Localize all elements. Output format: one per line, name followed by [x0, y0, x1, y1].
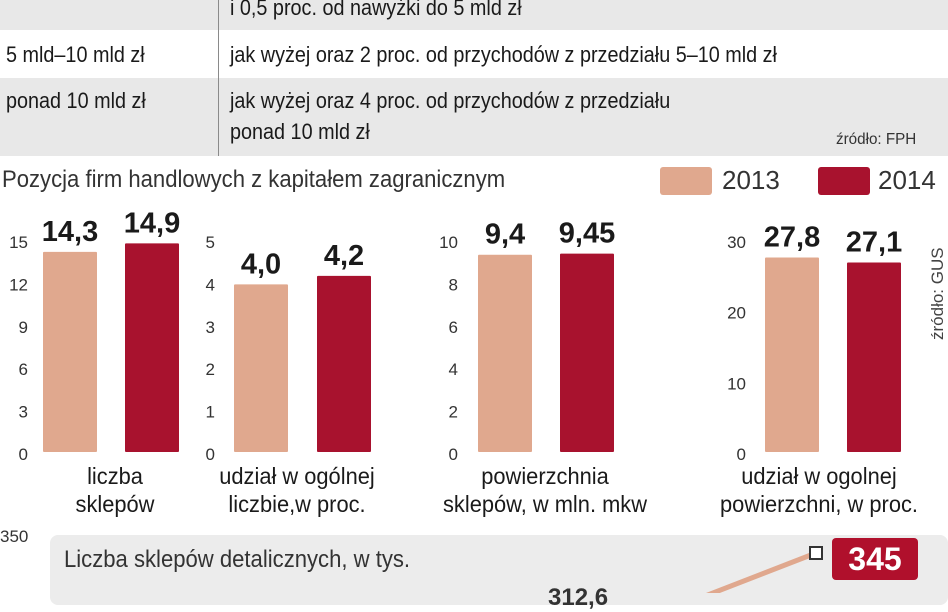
- table-divider: [218, 0, 219, 156]
- table-source: źródło: FPH: [836, 131, 917, 148]
- y-tick-label: 0: [449, 445, 458, 464]
- legend-label-2013: 2013: [722, 165, 780, 195]
- bar-value-label: 27,1: [846, 226, 902, 258]
- y-tick-label: 2: [449, 403, 458, 422]
- caption-line: liczbie,w proc.: [228, 491, 366, 517]
- bar-value-label: 9,4: [485, 219, 525, 251]
- trend-marker: [809, 546, 823, 560]
- y-tick-label: 8: [449, 275, 458, 294]
- bar-value-label: 4,2: [324, 240, 364, 272]
- bar-2014: [558, 251, 616, 454]
- caption-line: sklepów: [75, 491, 155, 517]
- y-tick-label: 4: [449, 360, 458, 379]
- caption-line: powierzchnia: [481, 463, 609, 489]
- bar-2014: [845, 260, 903, 455]
- fee-table: i 0,5 proc. od nawyżki do 5 mld zł 5 mld…: [0, 0, 948, 156]
- bar-value-label: 27,8: [764, 222, 820, 254]
- caption-line: liczba: [87, 463, 143, 489]
- y-tick-label: 30: [727, 233, 746, 252]
- y-tick-label: 15: [9, 233, 28, 252]
- bar-2013: [763, 255, 821, 454]
- bar-2013: [476, 252, 534, 454]
- bar-2013: [41, 249, 99, 454]
- y-tick-label: 3: [206, 318, 215, 337]
- y-tick-label: 12: [9, 275, 28, 294]
- caption-line: powierzchni, w proc.: [720, 491, 918, 517]
- y-tick-label: 20: [727, 304, 746, 323]
- y-tick-label: 3: [19, 403, 28, 422]
- bar-value-label: 4,0: [241, 248, 281, 280]
- trend-line: [705, 550, 817, 593]
- y-tick-label: 9: [19, 318, 28, 337]
- table-row: i 0,5 proc. od nawyżki do 5 mld zł: [0, 0, 948, 30]
- bar-2013: [232, 282, 290, 454]
- caption-line: sklepów, w mln. mkw: [443, 491, 647, 517]
- caption-line: udział w ogólnej: [219, 463, 375, 489]
- y-tick-label: 1: [206, 403, 215, 422]
- y-tick-label: 0: [19, 445, 28, 464]
- table-row: 5 mld–10 mld zł jak wyżej oraz 2 proc. o…: [0, 30, 948, 78]
- y-tick-label: 10: [727, 374, 746, 393]
- bottom-chart-title: Liczba sklepów detalicznych, w tys.: [64, 546, 411, 573]
- y-tick-label: 10: [439, 233, 458, 252]
- y-tick-label: 6: [19, 360, 28, 379]
- chart-caption: udział w ogólnej liczbie,w proc.: [197, 462, 397, 518]
- y-tick-label: 2: [206, 360, 215, 379]
- table-cell-right: jak wyżej oraz 2 proc. od przychodów z p…: [230, 42, 777, 67]
- legend-label-2014: 2014: [878, 165, 936, 195]
- bar-2014: [315, 273, 373, 455]
- chart-caption: liczba sklepów: [34, 462, 196, 518]
- partial-value-label: 312,6: [548, 584, 609, 611]
- bar-value-label: 14,9: [124, 207, 180, 239]
- y-tick-label: 4: [206, 275, 215, 294]
- legend-swatch-2013: [660, 167, 712, 195]
- table-cell-right: i 0,5 proc. od nawyżki do 5 mld zł: [230, 0, 522, 20]
- caption-line: udział w ogolnej: [741, 463, 897, 489]
- table-cell-left: 5 mld–10 mld zł: [6, 42, 145, 67]
- table-cell-right: jak wyżej oraz 4 proc. od przychodów z p…: [230, 88, 671, 113]
- y-tick-label: 5: [206, 233, 215, 252]
- chart-caption: powierzchnia sklepów, w mln. mkw: [417, 462, 674, 518]
- bar-2014: [123, 241, 181, 454]
- y-axis-top-label: 350: [0, 527, 29, 546]
- table-cell-left: ponad 10 mld zł: [6, 88, 146, 113]
- bar-value-label: 9,45: [559, 218, 615, 250]
- chart-caption: udział w ogolnej powierzchni, w proc.: [696, 462, 941, 518]
- value-badge: 345: [832, 538, 918, 580]
- y-tick-label: 6: [449, 318, 458, 337]
- table-row: ponad 10 mld zł jak wyżej oraz 4 proc. o…: [0, 78, 948, 156]
- trend-line-graphic: [705, 546, 823, 593]
- bar-value-label: 14,3: [42, 216, 98, 248]
- y-tick-label: 0: [737, 445, 746, 464]
- chart-subtitle: Pozycja firm handlowych z kapitałem zagr…: [2, 166, 506, 193]
- y-tick-label: 0: [206, 445, 215, 464]
- table-cell-right: ponad 10 mld zł: [230, 119, 370, 144]
- legend-swatch-2014: [818, 167, 870, 195]
